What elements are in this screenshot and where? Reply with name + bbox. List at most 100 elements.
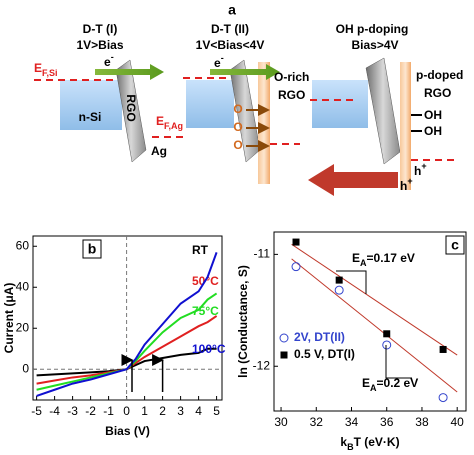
point (438, 393, 448, 403)
oh-label: OH (424, 124, 442, 138)
rgo-label: RGO (278, 88, 305, 102)
x-tick-label: 32 (310, 415, 324, 429)
panel-label: b (88, 241, 97, 257)
annotation-part: A (370, 383, 377, 393)
fermi-label: EF,Ag (156, 114, 183, 131)
x-tick-label: 0 (123, 404, 130, 418)
column-title: D-T (I) (83, 22, 118, 36)
n-si-block (312, 80, 368, 128)
series-line (36, 347, 217, 377)
hole-label: h+ (400, 176, 413, 193)
nsi-label: n-Si (79, 110, 102, 124)
x-tick-label: 1 (141, 404, 148, 418)
rgo-sheet (115, 59, 147, 163)
legend-marker (280, 351, 288, 359)
y-tick-label: 60 (16, 238, 30, 252)
point (335, 276, 343, 284)
rgo-label: RGO (124, 94, 138, 121)
point (292, 238, 300, 246)
column-subtitle: 1V>Bias (76, 38, 123, 52)
point (383, 330, 391, 338)
x-tick-label: 36 (380, 415, 394, 429)
annotation-part: =0.17 eV (367, 251, 415, 265)
x-tick-label: -2 (85, 404, 96, 418)
series-line (36, 252, 218, 397)
point (291, 262, 301, 272)
annotation-part: E (352, 251, 360, 265)
hole-arrow (308, 164, 398, 196)
oxygen: O (233, 120, 242, 134)
panel-label-box (445, 235, 465, 255)
y-tick-label: 40 (16, 279, 30, 293)
x-axis-label-part: T (eV·K) (354, 435, 400, 449)
annotation-part: =0.2 eV (377, 376, 419, 390)
electron-arrow (210, 64, 280, 80)
rgo-sheet (365, 57, 401, 165)
column-title: OH p-doping (336, 22, 409, 36)
y-tick-label: -12 (253, 358, 271, 372)
column-subtitle: Bias>4V (351, 38, 398, 52)
series-label: 100°C (192, 342, 226, 356)
plot-frame (273, 231, 467, 412)
rgo-label: RGO (424, 86, 451, 100)
hole-label: h+ (414, 161, 427, 178)
x-tick-label: 30 (274, 415, 288, 429)
o-rich-layer (258, 62, 270, 184)
point (382, 340, 392, 350)
annotation-part: A (360, 258, 367, 268)
annotation: EA=0.2 eV (362, 376, 418, 393)
x-tick-label: -5 (31, 404, 42, 418)
x-tick-label: 2 (159, 404, 166, 418)
x-tick-label: -3 (67, 404, 78, 418)
point (439, 345, 447, 353)
p-doped-layer (400, 62, 411, 190)
electron-arrow (95, 64, 164, 80)
x-tick-label: 4 (195, 404, 202, 418)
x-axis-label: kBT (eV·K) (340, 435, 399, 452)
annotation: EA=0.17 eV (352, 251, 415, 268)
electron-label: e- (214, 53, 224, 70)
y-tick-label: 20 (16, 320, 30, 334)
fermi-label: EF,Si (34, 61, 58, 78)
panel-label-box (82, 239, 102, 259)
x-axis-label-part: B (347, 442, 354, 452)
series-line (36, 292, 218, 391)
legend-label: 2V, DT(II) (294, 330, 345, 344)
panel-label: a (228, 2, 236, 18)
oh-label: OH (424, 108, 442, 122)
panel-label: c (451, 237, 459, 253)
x-tick-label: -1 (103, 404, 114, 418)
o-rich-label: O-rich (274, 70, 309, 84)
slope-guide (336, 270, 367, 294)
column-subtitle: 1V<Bias<4V (196, 38, 265, 52)
panel-a: a D-T (I) 1V>Bias D-T (II) 1V<Bias<4V OH… (34, 2, 463, 196)
column-title: D-T (II) (211, 22, 249, 36)
p-doped-label: p-doped (416, 68, 463, 82)
legend-marker (279, 333, 289, 343)
n-si-block (60, 80, 122, 130)
fit-line (291, 243, 458, 356)
point (334, 285, 344, 295)
annotation-part: E (362, 376, 370, 390)
series-label: RT (192, 243, 209, 257)
x-tick-label: 3 (177, 404, 184, 418)
fit-line (291, 258, 458, 393)
ag-label: Ag (151, 144, 167, 158)
x-tick-label: -4 (49, 404, 60, 418)
y-tick-label: 0 (22, 361, 29, 375)
x-axis-label-part: k (340, 435, 347, 449)
x-tick-label: 38 (415, 415, 429, 429)
x-tick-label: 5 (213, 404, 220, 418)
x-tick-label: 34 (345, 415, 359, 429)
slope-guide (385, 345, 412, 379)
electron-label: e- (104, 52, 114, 69)
series-label: 75°C (192, 304, 219, 318)
x-axis-label: Bias (V) (105, 424, 150, 438)
y-tick-label: -11 (254, 247, 271, 261)
n-si-block (186, 80, 234, 128)
legend-label: 0.5 V, DT(I) (294, 347, 355, 361)
series-line (36, 315, 218, 385)
oxygen: O (233, 102, 242, 116)
